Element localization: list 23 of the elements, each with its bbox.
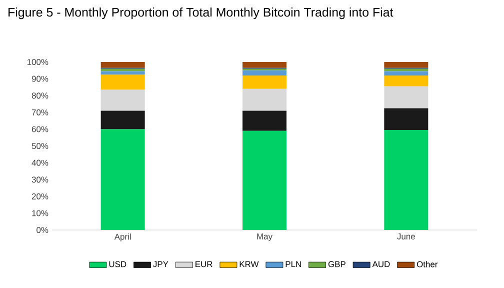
legend-label: Other xyxy=(416,261,438,268)
y-tick-label: 0% xyxy=(36,227,48,233)
y-tick-label: 100% xyxy=(27,59,48,65)
y-tick-label: 70% xyxy=(32,109,48,116)
legend-label: USD xyxy=(109,261,126,268)
legend-label: GBP xyxy=(328,261,346,268)
y-tick-label: 40% xyxy=(32,160,48,166)
legend-label: EUR xyxy=(196,261,212,268)
x-tick-label: June xyxy=(397,234,415,240)
x-tick-label: May xyxy=(257,234,272,242)
legend-label: PLN xyxy=(286,261,301,268)
chart-title: Figure 5 - Monthly Proportion of Total Monthly Bitcoin Trading into Fiat xyxy=(8,8,394,20)
y-tick-label: 90% xyxy=(32,76,48,82)
y-tick-label: 50% xyxy=(32,143,48,149)
y-tick-label: 10% xyxy=(32,210,48,216)
y-tick-label: 60% xyxy=(32,126,48,132)
x-tick-label: April xyxy=(114,234,131,242)
y-tick-label: 30% xyxy=(32,176,48,183)
y-tick-label: 80% xyxy=(32,92,48,99)
legend-label: JPY xyxy=(153,261,168,268)
y-tick-label: 20% xyxy=(32,193,48,200)
legend-label: AUD xyxy=(372,261,390,268)
legend-label: KRW xyxy=(240,261,259,268)
